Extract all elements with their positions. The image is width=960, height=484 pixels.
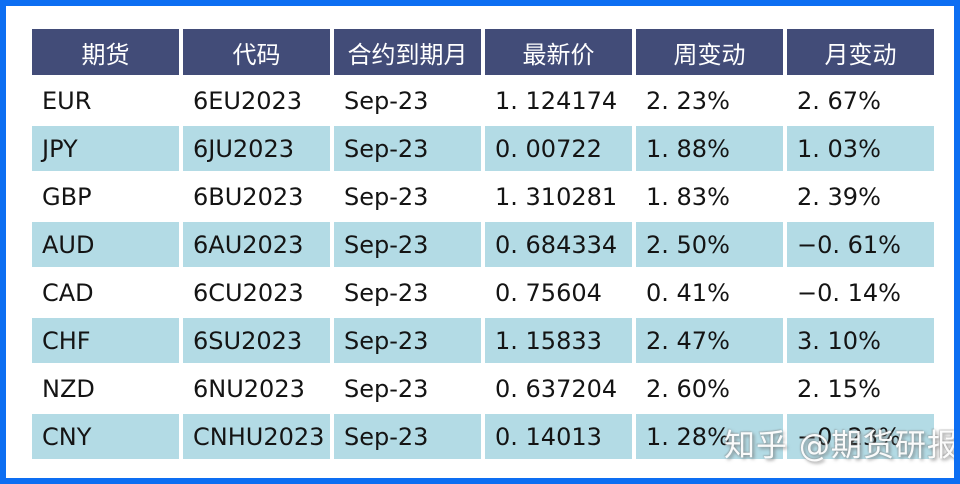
cell-last: 1. 310281 xyxy=(485,174,632,219)
cell-future: JPY xyxy=(32,126,179,171)
cell-last: 0. 14013 xyxy=(485,414,632,459)
cell-code: 6JU2023 xyxy=(183,126,330,171)
cell-future: GBP xyxy=(32,174,179,219)
cell-code: 6CU2023 xyxy=(183,270,330,315)
cell-month: 2. 15% xyxy=(787,366,934,411)
cell-expiry: Sep-23 xyxy=(334,126,481,171)
cell-expiry: Sep-23 xyxy=(334,366,481,411)
table-row: GBP 6BU2023 Sep-23 1. 310281 1. 83% 2. 39% xyxy=(32,174,934,219)
table-header-row: 期货 代码 合约到期月 最新价 周变动 月变动 xyxy=(32,29,934,75)
cell-code: 6SU2023 xyxy=(183,318,330,363)
cell-week: 1. 88% xyxy=(636,126,783,171)
cell-expiry: Sep-23 xyxy=(334,222,481,267)
column-header-last: 最新价 xyxy=(485,29,632,75)
cell-month: −0. 14% xyxy=(787,270,934,315)
column-header-future: 期货 xyxy=(32,29,179,75)
cell-month: −0. 61% xyxy=(787,222,934,267)
cell-code: 6NU2023 xyxy=(183,366,330,411)
table-row: CAD 6CU2023 Sep-23 0. 75604 0. 41% −0. 14% xyxy=(32,270,934,315)
cell-expiry: Sep-23 xyxy=(334,78,481,123)
cell-week: 1. 28% xyxy=(636,414,783,459)
cell-last: 0. 75604 xyxy=(485,270,632,315)
table-row: CNY CNHU2023 Sep-23 0. 14013 1. 28% −0. 23% xyxy=(32,414,934,459)
cell-future: CHF xyxy=(32,318,179,363)
cell-expiry: Sep-23 xyxy=(334,270,481,315)
table-body: EUR 6EU2023 Sep-23 1. 124174 2. 23% 2. 67% JPY… xyxy=(32,78,934,459)
column-header-week: 周变动 xyxy=(636,29,783,75)
table-row: CHF 6SU2023 Sep-23 1. 15833 2. 47% 3. 10% xyxy=(32,318,934,363)
table-row: EUR 6EU2023 Sep-23 1. 124174 2. 23% 2. 67% xyxy=(32,78,934,123)
column-header-code: 代码 xyxy=(183,29,330,75)
cell-month: 3. 10% xyxy=(787,318,934,363)
cell-last: 0. 684334 xyxy=(485,222,632,267)
cell-week: 2. 60% xyxy=(636,366,783,411)
cell-code: 6BU2023 xyxy=(183,174,330,219)
cell-future: NZD xyxy=(32,366,179,411)
cell-expiry: Sep-23 xyxy=(334,318,481,363)
cell-future: EUR xyxy=(32,78,179,123)
column-header-expiry: 合约到期月 xyxy=(334,29,481,75)
table-row: AUD 6AU2023 Sep-23 0. 684334 2. 50% −0. 61% xyxy=(32,222,934,267)
cell-month: −0. 23% xyxy=(787,414,934,459)
cell-month: 2. 39% xyxy=(787,174,934,219)
cell-last: 0. 00722 xyxy=(485,126,632,171)
cell-last: 0. 637204 xyxy=(485,366,632,411)
cell-future: CAD xyxy=(32,270,179,315)
cell-expiry: Sep-23 xyxy=(334,414,481,459)
cell-expiry: Sep-23 xyxy=(334,174,481,219)
cell-month: 2. 67% xyxy=(787,78,934,123)
cell-week: 2. 23% xyxy=(636,78,783,123)
table-header: 期货 代码 合约到期月 最新价 周变动 月变动 xyxy=(32,29,934,75)
cell-week: 0. 41% xyxy=(636,270,783,315)
cell-code: CNHU2023 xyxy=(183,414,330,459)
cell-week: 1. 83% xyxy=(636,174,783,219)
cell-future: CNY xyxy=(32,414,179,459)
cell-week: 2. 50% xyxy=(636,222,783,267)
cell-future: AUD xyxy=(32,222,179,267)
column-header-month: 月变动 xyxy=(787,29,934,75)
table-row: NZD 6NU2023 Sep-23 0. 637204 2. 60% 2. 15% xyxy=(32,366,934,411)
cell-code: 6AU2023 xyxy=(183,222,330,267)
cell-week: 2. 47% xyxy=(636,318,783,363)
cell-code: 6EU2023 xyxy=(183,78,330,123)
cell-month: 1. 03% xyxy=(787,126,934,171)
table-row: JPY 6JU2023 Sep-23 0. 00722 1. 88% 1. 03% xyxy=(32,126,934,171)
futures-table: 期货 代码 合约到期月 最新价 周变动 月变动 EUR 6EU2023 Sep-23 1. 12… xyxy=(28,26,938,462)
cell-last: 1. 15833 xyxy=(485,318,632,363)
cell-last: 1. 124174 xyxy=(485,78,632,123)
